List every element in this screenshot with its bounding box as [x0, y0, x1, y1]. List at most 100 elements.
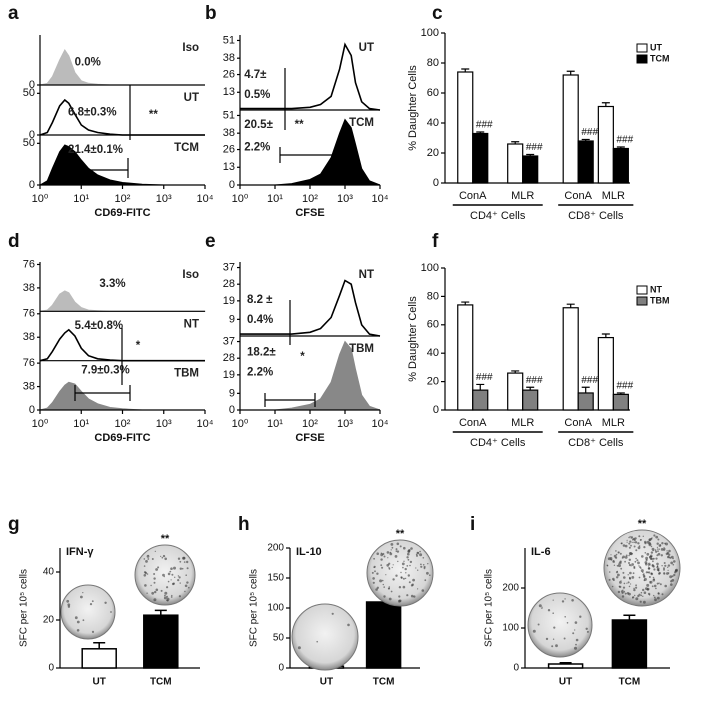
spot	[388, 587, 390, 590]
spot	[143, 571, 147, 574]
y-tick-label: 0	[433, 404, 439, 416]
spot	[572, 632, 575, 635]
y-tick-label: 38	[23, 282, 35, 294]
spot	[423, 565, 426, 569]
y-tick-label: 37	[223, 261, 235, 273]
spot	[659, 583, 662, 586]
spot	[617, 573, 620, 577]
y-tick-label: 40	[427, 347, 439, 359]
spot	[143, 574, 147, 577]
spot	[639, 539, 642, 541]
bar	[562, 74, 579, 184]
spot	[653, 584, 657, 588]
spot	[179, 560, 182, 563]
spot	[417, 588, 419, 590]
spot	[624, 556, 628, 559]
spot	[635, 584, 637, 587]
spot	[657, 570, 660, 572]
spot	[656, 596, 660, 600]
spot	[153, 598, 157, 602]
x-tick-label: 10⁴	[372, 193, 389, 205]
spot	[401, 562, 405, 566]
spot	[629, 540, 632, 543]
spot	[657, 592, 660, 595]
spot	[656, 582, 659, 585]
group-label: CD8⁺ Cells	[568, 437, 624, 449]
spot	[647, 592, 651, 596]
spot	[638, 545, 641, 547]
spot	[659, 544, 662, 546]
spot	[173, 566, 176, 570]
spot	[652, 578, 656, 582]
spot	[154, 550, 156, 553]
y-tick-label: 26	[223, 143, 235, 155]
spot	[621, 595, 625, 598]
spot	[630, 536, 633, 539]
y-tick-label: 51	[223, 34, 235, 46]
spot	[617, 590, 621, 594]
bar	[457, 71, 474, 184]
y-tick-label: 50	[23, 137, 35, 149]
spot	[391, 546, 394, 549]
x-tick-label: MLR	[511, 190, 534, 202]
spot	[656, 554, 659, 557]
spot	[651, 585, 654, 588]
x-tick-label: 10³	[156, 193, 172, 205]
spot	[666, 551, 670, 555]
y-tick-label: 150	[267, 573, 284, 584]
spot	[644, 552, 647, 554]
spot	[177, 579, 180, 582]
spot	[670, 561, 674, 565]
spot	[618, 563, 620, 565]
spot	[552, 599, 554, 601]
spot	[104, 601, 107, 604]
spot	[404, 567, 407, 571]
spot	[661, 593, 664, 596]
spot	[670, 580, 673, 583]
x-tick-label: 10²	[302, 418, 318, 430]
spot	[644, 542, 647, 545]
spot	[661, 565, 663, 567]
spot	[186, 567, 189, 570]
spot	[622, 544, 626, 547]
spot	[649, 564, 651, 566]
spot	[652, 557, 655, 560]
spot	[552, 638, 555, 640]
spot	[547, 609, 551, 612]
panel-label: c	[432, 3, 443, 24]
bar	[612, 393, 629, 411]
spot	[166, 597, 170, 601]
spot	[143, 558, 146, 560]
x-tick-label: 10³	[337, 418, 353, 430]
spot	[624, 544, 628, 548]
spot	[642, 535, 644, 537]
spot	[639, 600, 642, 603]
spot	[612, 560, 615, 562]
spot	[613, 564, 616, 566]
spot	[174, 576, 176, 578]
spot	[643, 546, 646, 549]
y-tick-label: 28	[223, 278, 235, 290]
spot	[664, 548, 666, 550]
spot	[627, 574, 629, 576]
spot	[619, 585, 622, 589]
spot	[412, 578, 415, 582]
spot	[629, 571, 632, 575]
spot	[164, 594, 166, 597]
panel-label: g	[8, 514, 20, 535]
spot	[381, 579, 384, 582]
spot	[633, 588, 636, 592]
spot	[395, 548, 398, 551]
legend-swatch	[636, 54, 648, 64]
spot	[637, 561, 640, 565]
group-label: CD8⁺ Cells	[568, 210, 624, 222]
spot	[635, 597, 639, 601]
spot	[417, 552, 419, 554]
spot	[623, 576, 626, 579]
annotation: 20.5±	[244, 119, 273, 131]
spot	[400, 576, 403, 579]
annotation: 2.2%	[244, 142, 270, 154]
annotation: 5.4±0.8%	[75, 320, 124, 332]
spot	[331, 612, 334, 615]
